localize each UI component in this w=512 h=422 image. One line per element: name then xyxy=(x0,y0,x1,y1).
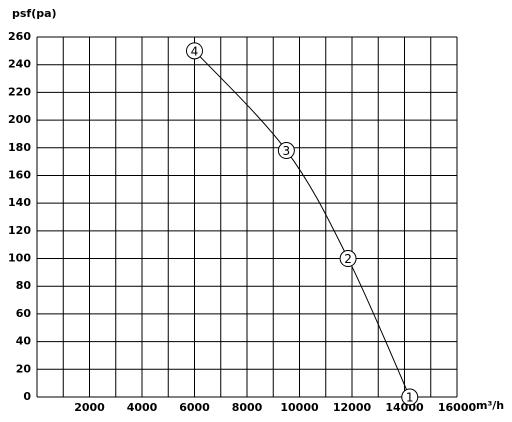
x-tick-label: 16000 xyxy=(438,401,477,414)
x-tick-label: 4000 xyxy=(127,401,158,414)
y-tick-label: 100 xyxy=(8,252,31,265)
y-tick-label: 140 xyxy=(8,196,31,209)
point-label: 1 xyxy=(406,391,414,405)
y-tick-label: 180 xyxy=(8,141,31,154)
y-tick-label: 240 xyxy=(8,58,31,71)
y-tick-label: 120 xyxy=(8,224,31,237)
x-tick-label: 12000 xyxy=(333,401,372,414)
data-point xyxy=(277,142,295,160)
x-tick-label: 10000 xyxy=(280,401,319,414)
curve xyxy=(194,50,411,398)
point-label: 2 xyxy=(344,252,352,266)
x-tick-label: 14000 xyxy=(385,401,424,414)
point-label: 3 xyxy=(283,144,291,158)
y-tick-label: 260 xyxy=(8,30,31,43)
x-tick-label: 6000 xyxy=(179,401,210,414)
x-tick-label: 2000 xyxy=(74,401,105,414)
y-tick-label: 80 xyxy=(16,279,32,292)
x-axis-label: m³/h xyxy=(476,399,504,412)
y-tick-label: 60 xyxy=(16,307,32,320)
y-tick-label: 160 xyxy=(8,168,31,181)
y-tick-label: 0 xyxy=(23,390,31,403)
data-point xyxy=(186,42,203,60)
y-tick-label: 200 xyxy=(8,113,31,126)
y-axis-label: psf(pa) xyxy=(12,7,57,20)
y-tick-label: 220 xyxy=(8,85,31,98)
x-tick-label: 8000 xyxy=(232,401,263,414)
data-point xyxy=(401,388,419,406)
y-tick-label: 40 xyxy=(16,335,32,348)
point-label: 4 xyxy=(191,44,199,58)
y-tick-label: 20 xyxy=(16,362,32,375)
data-point xyxy=(339,250,357,268)
